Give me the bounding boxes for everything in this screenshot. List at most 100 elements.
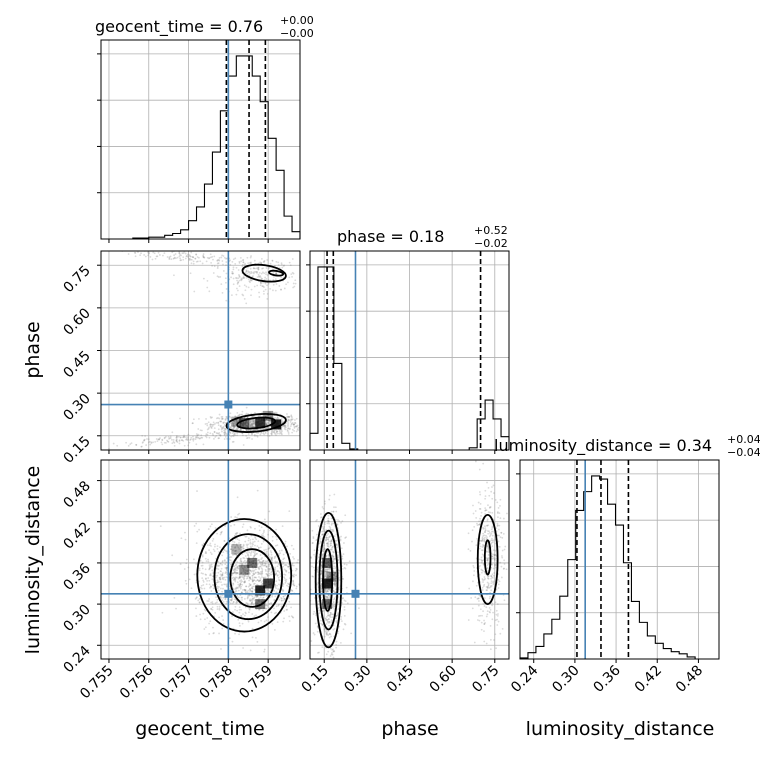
scatter-point bbox=[295, 585, 298, 588]
scatter-point bbox=[320, 572, 323, 574]
scatter-point bbox=[225, 415, 228, 418]
scatter-point bbox=[233, 420, 236, 422]
scatter-point bbox=[268, 569, 271, 572]
scatter-point bbox=[280, 276, 283, 279]
scatter-point bbox=[294, 419, 296, 421]
scatter-point bbox=[224, 419, 227, 422]
scatter-point bbox=[483, 539, 486, 541]
scatter-point bbox=[343, 563, 346, 566]
scatter-point bbox=[243, 575, 246, 577]
scatter-point bbox=[333, 581, 336, 584]
scatter-point bbox=[320, 622, 323, 625]
scatter-point bbox=[505, 568, 508, 571]
scatter-point bbox=[506, 512, 508, 515]
scatter-point bbox=[266, 432, 269, 435]
scatter-point bbox=[250, 590, 253, 593]
scatter-point bbox=[267, 570, 269, 573]
scatter-point bbox=[278, 430, 281, 433]
scatter-point bbox=[478, 615, 480, 617]
scatter-point bbox=[192, 256, 195, 259]
scatter-point bbox=[287, 418, 290, 421]
scatter-point bbox=[212, 575, 214, 578]
scatter-point bbox=[171, 431, 174, 434]
contour-line bbox=[476, 513, 499, 606]
scatter-point bbox=[211, 601, 214, 603]
scatter-point bbox=[277, 570, 280, 572]
scatter-point bbox=[247, 262, 250, 265]
scatter-point bbox=[239, 428, 242, 431]
scatter-point bbox=[279, 431, 282, 434]
scatter-point bbox=[247, 575, 249, 578]
scatter-point bbox=[291, 418, 294, 421]
scatter-point bbox=[247, 554, 250, 557]
scatter-point bbox=[327, 576, 330, 579]
scatter-point bbox=[322, 530, 325, 532]
scatter-point bbox=[480, 556, 483, 559]
scatter-point bbox=[283, 287, 286, 290]
scatter-point bbox=[221, 559, 224, 562]
scatter-point bbox=[327, 520, 330, 523]
scatter-point bbox=[277, 261, 280, 264]
scatter-point bbox=[323, 547, 326, 550]
scatter-point bbox=[494, 633, 497, 636]
scatter-point bbox=[340, 615, 343, 618]
scatter-point bbox=[144, 255, 147, 258]
tick-label-x: 0.758 bbox=[197, 663, 237, 703]
scatter-point bbox=[201, 555, 204, 558]
scatter-point bbox=[340, 620, 343, 623]
scatter-point bbox=[327, 540, 330, 543]
scatter-point bbox=[196, 434, 199, 437]
scatter-point bbox=[334, 581, 337, 584]
scatter-point bbox=[333, 605, 335, 608]
scatter-point bbox=[252, 422, 255, 425]
scatter-point bbox=[223, 576, 226, 579]
panel-content bbox=[108, 251, 300, 450]
scatter-point bbox=[261, 428, 264, 430]
scatter-point bbox=[223, 549, 226, 552]
scatter-point bbox=[481, 586, 484, 589]
scatter-point bbox=[223, 427, 226, 430]
scatter-point bbox=[233, 568, 236, 571]
panel-content bbox=[159, 489, 300, 653]
scatter-point bbox=[219, 587, 222, 590]
scatter-point bbox=[158, 254, 161, 256]
scatter-point bbox=[256, 545, 259, 548]
scatter-point bbox=[259, 565, 262, 568]
scatter-point bbox=[283, 597, 285, 600]
scatter-point bbox=[482, 540, 485, 542]
scatter-point bbox=[201, 262, 204, 265]
scatter-point bbox=[273, 557, 276, 560]
scatter-point bbox=[207, 560, 210, 563]
scatter-point bbox=[333, 597, 336, 600]
scatter-point bbox=[262, 562, 264, 564]
scatter-point bbox=[332, 522, 335, 525]
scatter-point bbox=[245, 575, 248, 578]
scatter-point bbox=[317, 609, 320, 612]
scatter-point bbox=[175, 607, 177, 610]
scatter-point bbox=[292, 423, 295, 426]
scatter-point bbox=[467, 548, 470, 551]
scatter-point bbox=[494, 499, 497, 501]
scatter-point bbox=[320, 586, 323, 589]
contour-line bbox=[483, 539, 492, 576]
scatter-point bbox=[243, 284, 246, 287]
scatter-point bbox=[220, 648, 222, 650]
scatter-point bbox=[202, 255, 205, 258]
scatter-point bbox=[199, 613, 201, 616]
scatter-point bbox=[247, 543, 249, 546]
scatter-point bbox=[209, 574, 212, 577]
scatter-point bbox=[275, 580, 278, 582]
scatter-point bbox=[249, 425, 252, 428]
scatter-point bbox=[232, 601, 235, 603]
scatter-point bbox=[281, 266, 284, 269]
scatter-point bbox=[238, 276, 241, 278]
scatter-point bbox=[488, 606, 491, 609]
scatter-point bbox=[283, 576, 285, 579]
scatter-point bbox=[238, 576, 241, 579]
scatter-point bbox=[496, 525, 499, 527]
scatter-point bbox=[221, 563, 224, 566]
scatter-point bbox=[325, 536, 328, 539]
scatter-point bbox=[252, 556, 255, 559]
scatter-point bbox=[490, 580, 493, 583]
scatter-point bbox=[216, 545, 219, 547]
